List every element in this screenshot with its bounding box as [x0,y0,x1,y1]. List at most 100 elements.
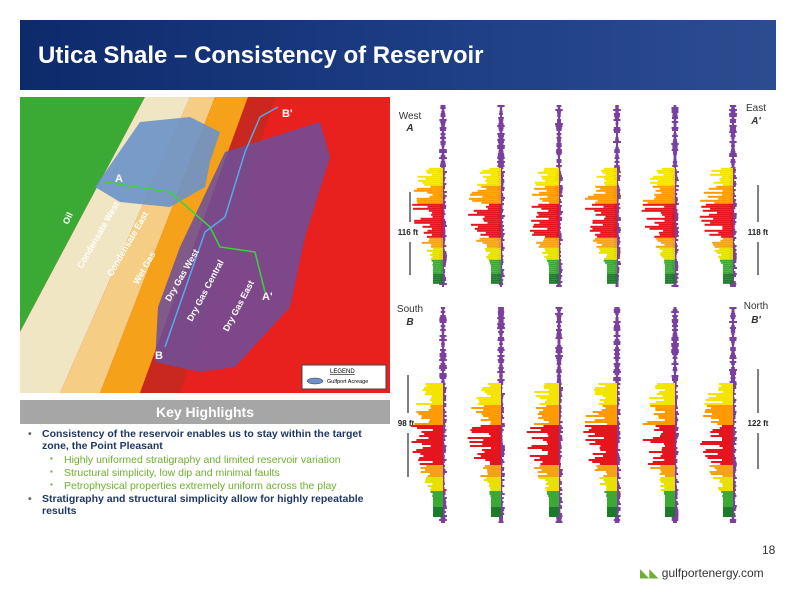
log-strip [592,221,617,224]
log-strip [729,521,737,523]
log-strip [665,269,675,272]
log-strip [430,407,443,409]
log-strip [498,347,504,349]
log-strip [647,201,675,204]
log-strip [557,113,561,115]
log-strip [660,469,675,471]
point-label: B [155,350,163,362]
log-strip [557,141,561,143]
bullet: Consistency of the reservoir enables us … [28,428,390,452]
log-strip [415,403,443,405]
log-strip [730,379,736,381]
log-strip [543,239,559,242]
log-strip [499,357,503,359]
log-strip [595,387,617,389]
log-strip [485,249,501,252]
log-strip [671,267,679,269]
log-strip [603,401,617,403]
log-strip [535,407,559,409]
log-strip [722,183,733,186]
log-strip [671,349,679,351]
log-strip [703,191,733,194]
log-strip [533,231,559,234]
log-strip [664,445,675,447]
website-text: gulfportenergy.com [661,566,764,580]
log-strip [538,213,559,216]
log-strip [671,325,679,327]
log-strip [418,459,443,461]
log-strip [615,139,619,141]
log-strip [665,279,675,282]
legend-item: Gulfport Acreage [327,379,368,385]
log-strip [663,491,675,493]
log-strip [663,483,675,485]
log-strip [604,437,617,439]
log-strip [439,335,447,337]
log-strip [705,449,733,451]
log-strip [714,249,733,252]
log-strip [722,227,733,230]
log-strip [547,443,559,445]
log-strip [538,417,559,419]
log-strip [671,129,679,131]
log-strip [440,369,446,371]
log-strip [615,111,619,113]
point-label: B' [751,315,761,326]
log-strip [598,413,617,415]
log-strip [423,455,443,457]
log-strip [497,339,505,341]
title: Utica Shale – Consistency of Reservoir [38,42,484,69]
log-strip [613,369,621,371]
log-strip [714,467,733,469]
thickness: 116 ft [398,228,419,237]
log-strip [673,307,677,309]
log-strip [605,471,617,473]
log-strip [429,399,443,401]
log-strip [433,279,443,282]
log-strip [615,143,619,145]
log-strip [710,173,733,176]
log-strip [705,409,733,411]
log-strip [556,519,562,521]
log-strip [729,105,737,107]
log-strip [483,405,501,407]
log-strip [556,121,562,123]
log-strip [613,349,621,351]
log-strip [613,329,621,331]
log-strip [441,455,445,457]
log-strip [497,473,505,475]
log-strip [534,181,559,184]
log-strip [482,175,501,178]
log-strip [642,199,675,202]
log-strip [613,113,621,115]
section-line-b [164,106,279,348]
point-label: A [405,123,413,134]
log-strip [497,157,505,159]
log-strip [722,439,733,441]
log-strip [671,343,679,345]
log-strip [722,237,733,240]
log-strip [613,321,621,323]
log-strip [555,395,563,397]
log-strip [731,359,735,361]
log-strip [647,463,675,465]
log-strip [701,441,733,443]
log-strip [531,219,559,222]
log-strip [479,237,501,240]
thickness: 122 ft [748,419,769,428]
log-strip [556,517,562,519]
log-strip [541,175,559,178]
log-strip [662,453,675,455]
log-strip [614,517,620,519]
log-strip [555,123,563,125]
log-strip [730,161,736,163]
log-strip [602,395,617,397]
log-strip [731,163,735,165]
log-strip [556,359,562,361]
log-strip [487,473,501,475]
log-strip [722,189,733,192]
log-strip [422,225,443,228]
cross-sections: West A East A' South B North B' 116 ft 1… [397,103,769,523]
log-strip [498,367,504,369]
log-strip [730,349,736,351]
